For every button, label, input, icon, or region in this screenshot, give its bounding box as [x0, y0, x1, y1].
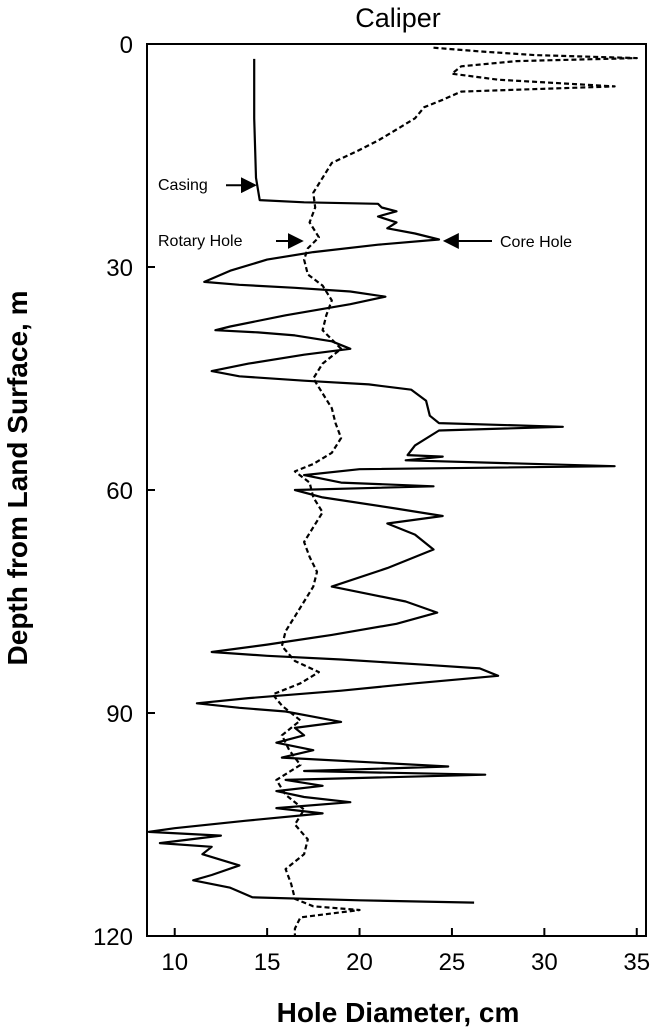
- x-axis: 10 15 20 25 30 35: [161, 928, 650, 976]
- annotation-casing: Casing: [158, 177, 208, 194]
- y-axis-label: Depth from Land Surface, m: [2, 291, 33, 666]
- y-tick-label: 0: [120, 32, 133, 59]
- chart-title: Caliper: [355, 3, 441, 33]
- annotation-rotary-hole: Rotary Hole: [158, 233, 243, 250]
- annotation-layer: Casing Rotary Hole Core Hole: [158, 177, 572, 251]
- y-tick-label: 90: [106, 701, 133, 728]
- x-tick-label: 30: [531, 949, 558, 976]
- plot-border: [146, 43, 647, 937]
- x-tick-label: 10: [161, 949, 188, 976]
- series-layer: [147, 46, 638, 936]
- y-tick-label: 60: [106, 478, 133, 505]
- x-tick-label: 35: [623, 949, 650, 976]
- y-tick-label: 120: [93, 924, 133, 951]
- rotary-hole-line: [271, 46, 638, 936]
- core-hole-line: [147, 58, 616, 904]
- y-tick-label: 30: [106, 255, 133, 282]
- plot-area: [146, 43, 647, 937]
- x-axis-label: Hole Diameter, cm: [277, 997, 520, 1028]
- y-axis: 0 30 60 90 120: [93, 32, 155, 951]
- x-tick-label: 25: [439, 949, 466, 976]
- annotation-core-hole: Core Hole: [500, 234, 572, 251]
- x-tick-label: 15: [254, 949, 281, 976]
- x-tick-label: 20: [346, 949, 373, 976]
